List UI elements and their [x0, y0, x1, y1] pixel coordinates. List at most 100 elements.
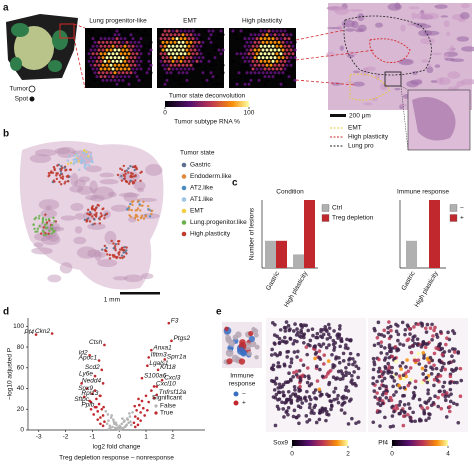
spot [41, 229, 45, 233]
legend-symbol [181, 174, 187, 179]
spot [398, 411, 402, 416]
spot [398, 364, 403, 368]
spot [143, 67, 147, 71]
spot [117, 71, 121, 75]
spot [265, 63, 269, 67]
spot [131, 203, 134, 207]
spot [110, 239, 113, 243]
spot [243, 29, 247, 33]
legend-symbol [181, 185, 187, 191]
spot [119, 52, 123, 56]
spot [163, 37, 167, 41]
point [105, 422, 109, 426]
spot [436, 404, 441, 409]
spot [438, 342, 443, 346]
spot [326, 332, 331, 337]
spot [254, 344, 260, 350]
spot [95, 206, 98, 209]
spot [137, 40, 141, 44]
spot [347, 399, 352, 403]
spot [403, 371, 408, 376]
tissue-texture [447, 71, 461, 79]
spot [371, 381, 375, 386]
spot [305, 352, 309, 357]
spot [283, 329, 288, 333]
point [99, 422, 102, 426]
spot [282, 363, 287, 368]
spot [271, 59, 275, 63]
spot [315, 379, 320, 383]
spot [103, 44, 107, 48]
spot [267, 67, 271, 71]
spot [273, 395, 278, 400]
spot [124, 172, 127, 175]
spot [115, 82, 119, 86]
spot [195, 59, 199, 63]
tissue-texture [430, 80, 438, 83]
spot [183, 82, 187, 86]
spot [83, 151, 86, 155]
spot [129, 202, 132, 206]
spot [247, 37, 251, 41]
point [102, 405, 105, 409]
spot [257, 48, 261, 52]
spot [251, 75, 255, 79]
spot [86, 208, 90, 212]
spot [315, 331, 320, 336]
spot [93, 40, 97, 44]
y-tick-label: 60 [17, 364, 25, 371]
spot [455, 380, 459, 385]
spot [448, 374, 453, 379]
spot [375, 335, 380, 340]
spot [263, 52, 267, 56]
spot [415, 337, 420, 341]
tissue-texture [99, 172, 115, 178]
spot [278, 385, 283, 390]
spot [221, 33, 225, 37]
spot [193, 63, 197, 67]
spot [99, 75, 103, 79]
tissue-texture [87, 249, 101, 258]
spot [165, 63, 169, 67]
spot [377, 357, 381, 362]
spot [121, 256, 124, 260]
tissue-texture [110, 204, 129, 212]
spot [105, 33, 109, 37]
spot [225, 349, 234, 357]
spot [127, 82, 131, 86]
spot [298, 376, 302, 380]
spot [95, 52, 99, 56]
spot [245, 63, 249, 67]
legend-label: Tumor [9, 86, 28, 93]
spot [87, 59, 91, 63]
spot [435, 335, 440, 339]
spot [145, 71, 149, 75]
tissue-texture [446, 31, 451, 36]
tissue-texture [31, 247, 53, 255]
spot [93, 71, 97, 75]
spot [97, 63, 101, 67]
spot [130, 208, 134, 212]
spot [304, 398, 308, 403]
spot [90, 215, 94, 218]
spot [351, 362, 355, 367]
legend-label: + [460, 215, 464, 222]
spot [277, 33, 281, 37]
annotated-point [160, 378, 164, 382]
tissue-texture [104, 230, 117, 245]
tissue-texture [47, 232, 60, 242]
spot [379, 351, 384, 355]
spot [326, 322, 331, 327]
y-tick-label: 40 [17, 385, 25, 392]
spot [205, 78, 209, 82]
spot [121, 71, 125, 75]
spot [284, 320, 289, 324]
legend-swatch [321, 214, 330, 222]
spot [45, 233, 48, 237]
annotated-point [93, 389, 97, 392]
spot [371, 420, 376, 425]
spot [307, 395, 312, 399]
gene-label: Ctsh [89, 339, 103, 346]
spot [142, 200, 145, 204]
tissue-texture [41, 234, 61, 245]
